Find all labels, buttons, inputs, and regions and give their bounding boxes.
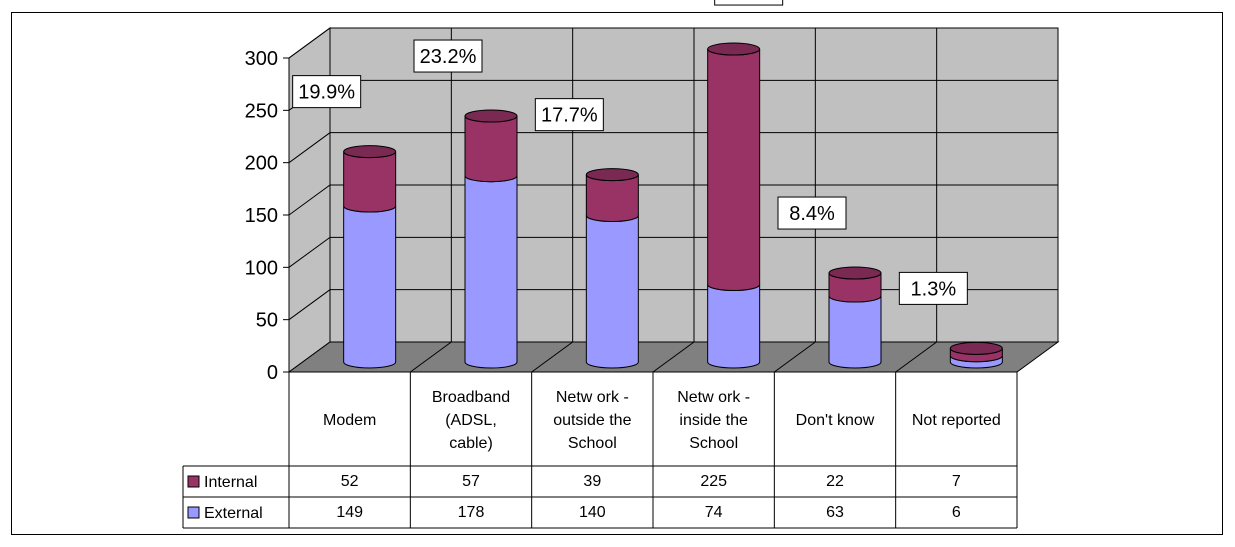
data-table-cell: 178	[458, 504, 485, 521]
floor-divider	[652, 341, 695, 373]
bar-external	[828, 295, 882, 369]
bar-top-cap	[464, 109, 518, 123]
data-label-box	[413, 39, 483, 73]
data-table-cell: 52	[341, 473, 359, 490]
floor-divider	[531, 341, 573, 373]
x-tick-label: Modem	[323, 412, 376, 429]
data-table-cell: 149	[336, 504, 363, 521]
bar-internal	[464, 115, 518, 183]
x-tick-label: inside the	[679, 412, 748, 429]
data-table-cell: 225	[700, 473, 727, 490]
bar-top-cap	[707, 42, 761, 56]
data-table-cell: 63	[826, 504, 844, 521]
bar-external	[585, 215, 639, 369]
x-tick-label: cable)	[449, 435, 493, 452]
data-table-cell: 39	[583, 473, 601, 490]
legend-label: External	[204, 505, 263, 522]
data-label: 23.2%	[420, 46, 477, 68]
floor-divider	[774, 341, 816, 373]
data-label-box	[292, 75, 362, 109]
x-tick-label: outside the	[553, 412, 631, 429]
legend-label: Internal	[204, 474, 257, 491]
data-label: 19.9%	[298, 82, 355, 104]
data-table-cell: 74	[705, 504, 723, 521]
x-tick-label: School	[568, 435, 617, 452]
y-tick-label: 300	[245, 48, 278, 70]
data-table-cell: 140	[579, 504, 606, 521]
x-tick-label: Netw ork -	[556, 389, 629, 406]
x-tick-label: (ADSL,	[445, 412, 497, 429]
y-tick-label: 50	[256, 310, 278, 332]
x-tick-label: School	[689, 435, 738, 452]
data-label-box	[898, 271, 968, 305]
data-label-box	[777, 196, 847, 230]
data-label: 1.3%	[911, 278, 957, 300]
data-table-cell: 57	[462, 473, 480, 490]
data-label: 8.4%	[789, 203, 835, 225]
legend-swatch	[187, 475, 200, 488]
bar-top-cap	[949, 341, 1003, 355]
y-tick-label: 150	[245, 205, 278, 227]
y-tick-label: 200	[245, 153, 278, 175]
data-table-cell: 22	[826, 473, 844, 490]
bar-external	[464, 175, 518, 369]
y-tick-label: 100	[245, 257, 278, 279]
y-tick-label: 250	[245, 100, 278, 122]
bar-external	[707, 284, 761, 369]
x-tick-label: Not reported	[912, 412, 1001, 429]
x-tick-label: Netw ork -	[677, 389, 750, 406]
y-tick-label: 0	[267, 362, 278, 384]
floor-divider	[895, 341, 937, 373]
data-label: 17.7%	[541, 105, 598, 127]
bar-internal	[585, 174, 639, 222]
bar-internal	[343, 151, 397, 213]
bar-external	[343, 205, 397, 369]
legend-swatch	[187, 506, 200, 519]
data-label: 29.5%	[720, 0, 777, 1]
floor-divider	[410, 341, 452, 373]
data-label-box	[714, 0, 784, 6]
x-tick-label: Don't know	[796, 412, 875, 429]
data-label-box	[534, 98, 604, 132]
bar-internal	[707, 48, 761, 292]
bar-top-cap	[343, 145, 397, 159]
x-tick-label: Broadband	[432, 389, 510, 406]
bar-top-cap	[828, 266, 882, 280]
data-table-cell: 7	[952, 473, 961, 490]
bar-top-cap	[585, 168, 639, 182]
data-table-cell: 6	[952, 504, 961, 521]
